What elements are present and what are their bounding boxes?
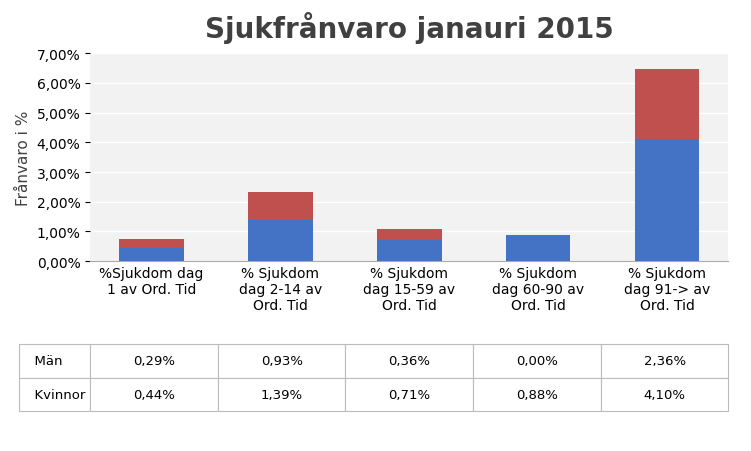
Bar	[119, 249, 183, 262]
Bar	[119, 240, 183, 249]
Bar	[377, 230, 442, 240]
Bar	[635, 70, 699, 140]
Bar	[248, 221, 312, 262]
Title: Sjukfrånvaro janauri 2015: Sjukfrånvaro janauri 2015	[205, 12, 614, 43]
Bar	[506, 235, 571, 262]
Bar	[248, 193, 312, 221]
Bar	[635, 140, 699, 262]
Y-axis label: Frånvaro i %: Frånvaro i %	[16, 110, 31, 206]
Bar	[377, 240, 442, 262]
